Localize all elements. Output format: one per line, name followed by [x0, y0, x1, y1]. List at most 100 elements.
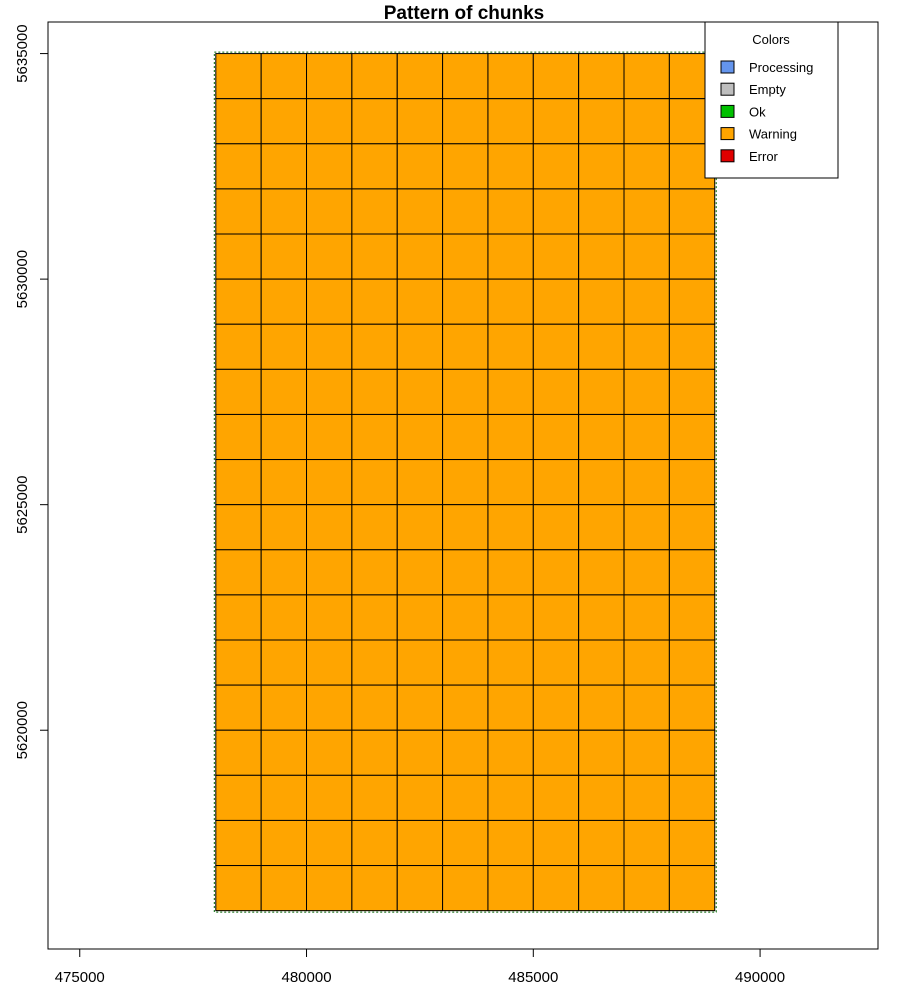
chunk-cell: [532, 459, 580, 506]
chunk-cell: [306, 323, 353, 370]
chunk-cell: [396, 504, 444, 551]
chunk-cell: [215, 278, 262, 325]
chunk-cell: [442, 594, 489, 641]
chunk-cell: [623, 639, 670, 686]
legend-title: Colors: [752, 32, 790, 47]
y-axis: 5620000 5625000 5630000 5635000: [14, 24, 48, 759]
chunk-cell: [396, 413, 444, 461]
legend-label: Warning: [749, 127, 797, 142]
chunk-cell: [668, 413, 716, 461]
chunk-cell: [351, 459, 398, 506]
chunk-cell: [260, 819, 308, 867]
chunk-cell: [215, 413, 262, 461]
chunk-cell: [396, 278, 444, 325]
chunk-cell: [215, 774, 262, 821]
chunk-cell: [623, 323, 670, 370]
chunk-cell: [260, 684, 308, 731]
chunk-cell: [532, 143, 580, 190]
chunk-cell: [351, 278, 398, 325]
chunk-cell: [306, 684, 353, 731]
chunk-cell: [487, 819, 534, 867]
chunk-cell: [442, 639, 489, 686]
chunk-cell: [532, 774, 580, 821]
legend: Colors Processing Empty Ok Warning Error: [704, 21, 839, 179]
chunk-cell: [260, 98, 308, 145]
chunk-cell: [351, 233, 398, 280]
chunk-cell: [260, 143, 308, 190]
legend-swatch: [720, 104, 735, 118]
legend-swatch: [720, 82, 735, 96]
chunk-cell: [306, 504, 353, 551]
chunk-cell: [623, 368, 670, 415]
chunk-cell: [442, 729, 489, 776]
chunk-cell: [215, 819, 262, 867]
chunk-cell: [260, 865, 308, 912]
chunk-cell: [532, 865, 580, 912]
chunk-cell: [306, 98, 353, 145]
chunk-cell: [351, 188, 398, 235]
chunk-cell: [260, 504, 308, 551]
y-tick-label: 5630000: [14, 250, 31, 308]
chunk-cell: [215, 188, 262, 235]
chunk-cell: [306, 233, 353, 280]
chunk-cell: [351, 53, 398, 100]
chunk-cell: [487, 323, 534, 370]
chunk-cell: [668, 684, 716, 731]
chunk-cell: [260, 594, 308, 641]
chunk-cell: [532, 684, 580, 731]
chart-title: Pattern of chunks: [384, 3, 544, 24]
chunk-cell: [578, 819, 625, 867]
chunk-cell: [215, 684, 262, 731]
chunk-cell: [623, 188, 670, 235]
chunk-cell: [396, 233, 444, 280]
chunk-cell: [351, 865, 398, 912]
chunk-cell: [487, 594, 534, 641]
chunk-cell: [306, 459, 353, 506]
chunk-cell: [668, 188, 716, 235]
chunk-cell: [623, 729, 670, 776]
chunk-cell: [578, 684, 625, 731]
chunk-cell: [578, 594, 625, 641]
chunk-cell: [623, 549, 670, 596]
chunk-cell: [623, 53, 670, 100]
chunk-cell: [623, 594, 670, 641]
chunk-cell: [260, 549, 308, 596]
chunk-cell: [578, 639, 625, 686]
chunk-cell: [306, 53, 353, 100]
chunk-cell: [578, 278, 625, 325]
chunk-cell: [487, 729, 534, 776]
chunk-cell: [396, 549, 444, 596]
chunk-cell: [306, 413, 353, 461]
chunk-cell: [578, 549, 625, 596]
chunk-cell: [578, 865, 625, 912]
chunk-cell: [396, 729, 444, 776]
chunk-cell: [623, 233, 670, 280]
chunk-cell: [578, 413, 625, 461]
chunk-cell: [532, 413, 580, 461]
chunk-cell: [306, 549, 353, 596]
chunk-cell: [668, 729, 716, 776]
chunk-cell: [442, 413, 489, 461]
chunk-cell: [442, 188, 489, 235]
chunk-cell: [306, 188, 353, 235]
chunk-cell: [306, 729, 353, 776]
chunk-cell: [351, 549, 398, 596]
chunk-cell: [623, 413, 670, 461]
chunk-cell: [578, 774, 625, 821]
chunk-cell: [487, 413, 534, 461]
chunk-cell: [215, 233, 262, 280]
chunk-cell: [442, 504, 489, 551]
chunk-cell: [442, 549, 489, 596]
plot-frame: [47, 21, 879, 950]
chunk-cell: [578, 233, 625, 280]
chunk-cell: [351, 413, 398, 461]
legend-label: Processing: [749, 60, 813, 75]
chunk-cell: [442, 323, 489, 370]
chunk-cell: [260, 233, 308, 280]
chunk-cell: [351, 98, 398, 145]
chunk-cell: [215, 504, 262, 551]
chunk-cell: [442, 278, 489, 325]
chunk-cell: [487, 98, 534, 145]
chunk-cell: [532, 278, 580, 325]
